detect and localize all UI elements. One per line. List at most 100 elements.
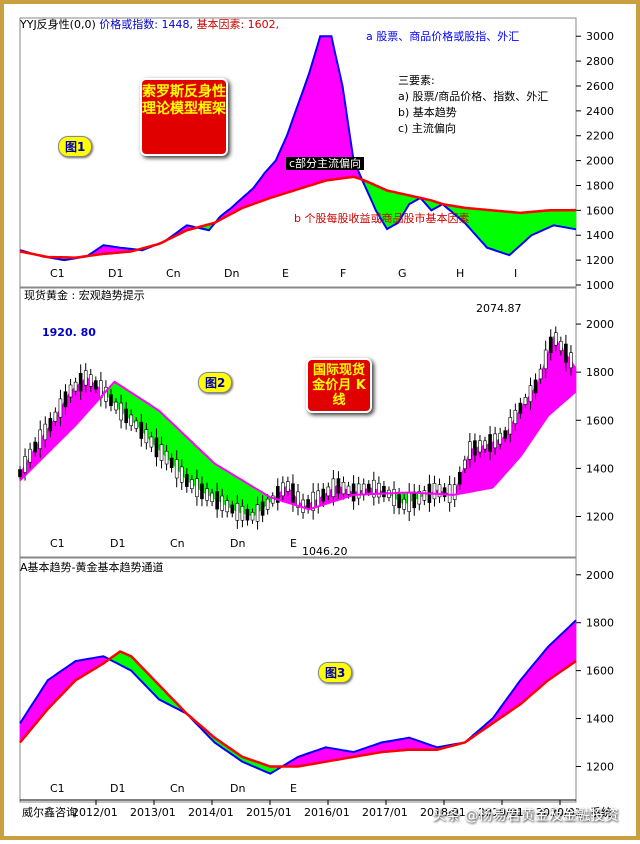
fill-segment — [147, 402, 151, 442]
fill-segment — [572, 619, 577, 664]
fill-segment — [486, 209, 491, 249]
fill-segment — [531, 211, 535, 236]
candle-body — [23, 456, 27, 473]
marker-Cn: Cn — [166, 267, 181, 280]
panel3-border — [19, 557, 577, 803]
fill-segment — [395, 739, 399, 752]
candle-body — [38, 429, 43, 449]
candle-body — [432, 483, 437, 500]
candle-body — [48, 418, 53, 432]
y-tick-label: 2000 — [586, 155, 614, 168]
blue-line — [19, 619, 577, 775]
fill-segment — [314, 749, 318, 764]
marker-Dn: Dn — [224, 267, 239, 280]
panel1-name: YYJ反身性(0,0) — [20, 18, 96, 31]
panel1-note-a: a 股票、商品价格或股指、外汇 — [366, 30, 520, 43]
fill-segment — [495, 210, 499, 252]
fill-segment — [567, 209, 571, 229]
marker-I: I — [514, 267, 517, 280]
panel2-low-label: 1046.20 — [302, 545, 348, 558]
candle-body — [564, 343, 568, 363]
fill-segment — [550, 640, 555, 679]
candle-body — [18, 469, 22, 478]
fill-segment — [572, 362, 577, 395]
candle-body — [452, 484, 457, 500]
candle-body — [422, 490, 427, 501]
fill-segment — [331, 747, 335, 762]
marker-Dn: Dn — [230, 537, 245, 550]
fill-segment — [528, 211, 532, 239]
candle-body — [442, 487, 447, 498]
candle-body — [265, 498, 270, 510]
x-tick-label: 2013/01 — [130, 806, 176, 819]
candle-body — [569, 352, 573, 369]
candle-body — [53, 411, 58, 422]
fill-segment — [333, 748, 338, 761]
marker-C1: C1 — [50, 537, 65, 550]
red-line — [19, 650, 577, 768]
fill-segment — [406, 737, 410, 751]
fill-segment — [534, 659, 538, 693]
panel1-note-b: b 个股每股收益或商品股市基本因素 — [294, 212, 470, 225]
x-tick-label: 2015/01 — [246, 806, 292, 819]
panel1-border — [19, 17, 577, 288]
y-tick-label: 1400 — [586, 713, 614, 726]
x-tick-label: 2012/01 — [72, 806, 118, 819]
y-tick-label: 1400 — [586, 462, 614, 475]
marker-E: E — [290, 782, 297, 795]
fill-segment — [481, 444, 485, 491]
candle-body — [483, 440, 487, 450]
fill-segment — [545, 210, 549, 230]
candle-body — [281, 482, 285, 497]
candle-body — [306, 499, 310, 510]
fill-segment — [308, 751, 313, 765]
candle-body — [321, 488, 326, 502]
y-tick-label: 1800 — [586, 179, 614, 192]
fill-segment — [300, 89, 304, 189]
candle-body — [316, 490, 321, 507]
fill-segment — [328, 747, 332, 762]
panel2-high-label: 1920. 80 — [42, 326, 96, 339]
fill-segment — [325, 746, 329, 762]
panel2-high2-label: 2074.87 — [476, 302, 522, 315]
candle-body — [174, 459, 179, 479]
y-tick-label: 1000 — [586, 279, 614, 292]
candle-body — [159, 444, 164, 461]
candle-body — [498, 432, 502, 445]
y-tick-label: 1400 — [586, 229, 614, 242]
x-tick-label: 2014/01 — [188, 806, 234, 819]
watermark: 头条 @杨易君黄金及金融投资 — [432, 808, 619, 824]
fill-segment — [481, 209, 485, 246]
candle-body — [260, 501, 265, 516]
fill-segment — [559, 632, 563, 674]
fill-segment — [570, 209, 574, 230]
fill-segment — [539, 652, 543, 688]
candle-body — [543, 349, 548, 370]
fill-segment — [75, 660, 79, 681]
fill-segment — [475, 208, 479, 240]
y-tick-label: 1600 — [586, 414, 614, 427]
marker-H: H — [456, 267, 464, 280]
candle-body — [392, 489, 396, 507]
fill-segment — [292, 112, 296, 192]
panel3-header: A基本趋势-黄金基本趋势通道 — [20, 561, 164, 574]
candle-body — [336, 478, 341, 494]
candle-body — [245, 509, 250, 521]
fill-segment — [289, 120, 293, 193]
x-tick-label: 2019/01 — [478, 806, 524, 819]
candle-body — [402, 498, 406, 510]
fill-segment — [389, 740, 393, 752]
fill-segment — [281, 141, 285, 195]
candle-body — [114, 401, 118, 411]
fill-segment — [397, 738, 402, 751]
fill-segment — [550, 210, 555, 227]
y-tick-label: 2600 — [586, 80, 614, 93]
fill-segment — [50, 675, 54, 707]
fill-segment — [542, 649, 546, 686]
candle-body — [215, 491, 219, 510]
fill-segment — [511, 211, 516, 254]
candle-body — [124, 408, 128, 424]
fill-segment — [497, 210, 502, 253]
candle-body — [372, 479, 376, 498]
